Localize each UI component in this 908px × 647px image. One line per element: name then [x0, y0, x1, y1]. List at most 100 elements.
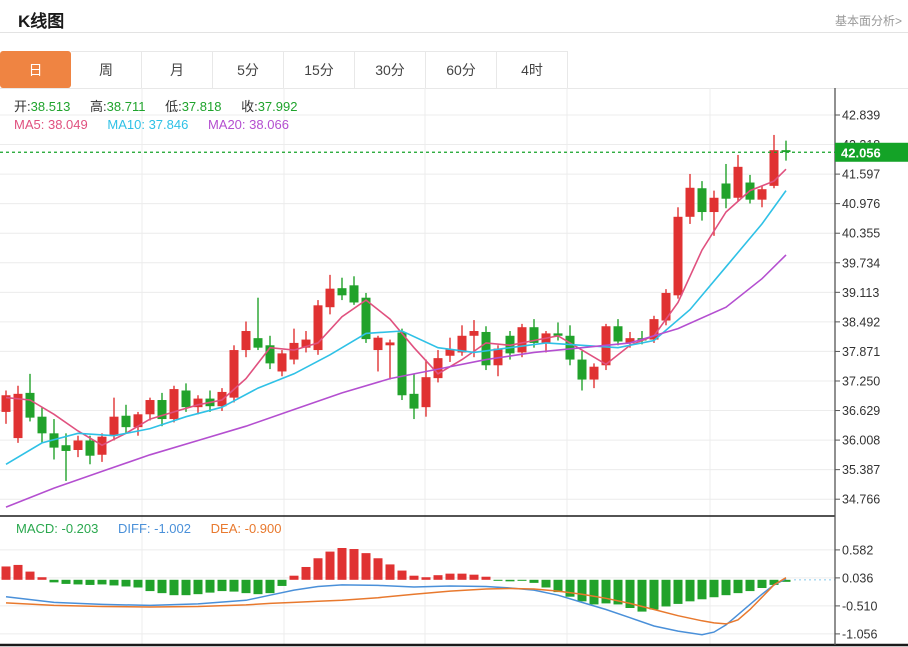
candle-up: [517, 327, 527, 353]
price-axis-label: 39.734: [842, 256, 880, 270]
macd-bar: [97, 579, 107, 585]
open-value: 38.513: [30, 99, 71, 114]
candle-up: [457, 335, 467, 353]
high-value: 38.711: [106, 99, 146, 114]
candle-up: [385, 342, 395, 346]
candle-up: [133, 414, 143, 428]
macd-bar: [481, 576, 491, 580]
candle-up: [673, 216, 683, 296]
price-axis-label: 34.766: [842, 493, 880, 507]
price-axis-label: 39.113: [842, 286, 879, 300]
candle-down: [397, 332, 407, 396]
close-label: 收:: [241, 99, 258, 114]
price-axis-label: 41.597: [842, 168, 880, 182]
ma10-value: 37.846: [148, 117, 189, 132]
dea-label: DEA:: [210, 521, 241, 536]
macd-bar: [589, 579, 599, 605]
macd-bar: [421, 577, 431, 580]
candle-up: [109, 416, 119, 436]
diff-value: -1.002: [154, 521, 192, 536]
macd-bar: [277, 579, 287, 586]
candle-up: [757, 189, 767, 200]
kline-chart-canvas: 42.83942.21841.59740.97640.35539.73439.1…: [0, 88, 908, 647]
macd-bar: [13, 564, 23, 580]
diff-label: DIFF:: [118, 521, 151, 536]
tab-60min[interactable]: 60分: [426, 51, 497, 88]
tab-day[interactable]: 日: [0, 51, 71, 88]
tab-4hour[interactable]: 4时: [497, 51, 568, 88]
macd-bar: [457, 573, 467, 580]
macd-bar: [709, 579, 719, 598]
close-value: 37.992: [257, 99, 298, 114]
macd-bar: [37, 577, 47, 580]
ma20-label: MA20:: [207, 117, 246, 132]
macd-axis-label: -1.056: [842, 627, 877, 641]
current-price-value: 42.056: [841, 145, 881, 160]
candle-up: [661, 292, 671, 321]
candle-up: [229, 350, 239, 398]
candle-up: [373, 337, 383, 351]
macd-bar: [517, 579, 527, 581]
tab-15min[interactable]: 15分: [284, 51, 355, 88]
tab-30min[interactable]: 30分: [355, 51, 426, 88]
macd-bar: [253, 579, 263, 595]
ma20-line: [5, 254, 787, 508]
candle-down: [613, 326, 623, 342]
candle-up: [685, 187, 695, 217]
macd-bar: [289, 575, 299, 580]
macd-axis-label: -0.510: [842, 599, 877, 613]
tab-5min[interactable]: 5分: [213, 51, 284, 88]
title-divider: [0, 32, 908, 33]
candle-down: [577, 359, 587, 380]
macd-bar: [121, 579, 131, 587]
macd-bar: [193, 579, 203, 595]
macd-bar: [445, 573, 455, 580]
macd-bar: [181, 579, 191, 596]
ma20-value: 38.066: [249, 117, 289, 132]
candle-up: [169, 389, 179, 420]
macd-bar: [625, 579, 635, 609]
candle-up: [589, 366, 599, 380]
macd-bar: [73, 579, 83, 585]
candle-down: [349, 285, 359, 303]
fundamental-analysis-link[interactable]: 基本面分析>: [834, 14, 902, 28]
candle-down: [781, 150, 791, 153]
macd-bar: [469, 574, 479, 580]
macd-bar: [349, 549, 359, 580]
macd-axis-label: 0.582: [842, 543, 873, 557]
macd-bar: [133, 579, 143, 588]
candle-up: [445, 349, 455, 356]
candle-up: [277, 353, 287, 372]
candle-down: [481, 331, 491, 366]
macd-bar: [337, 548, 347, 580]
macd-bar: [409, 575, 419, 580]
macd-bar: [433, 575, 443, 580]
candle-up: [649, 319, 659, 340]
macd-bar: [265, 579, 275, 594]
macd-bar: [637, 579, 647, 612]
macd-bar: [25, 571, 35, 580]
macd-bar: [325, 551, 335, 580]
macd-bar: [613, 579, 623, 605]
macd-bar: [157, 579, 167, 594]
candle-down: [409, 393, 419, 409]
macd-axis-label: 0.036: [842, 571, 873, 585]
candle-down: [181, 390, 191, 408]
macd-bar: [493, 579, 503, 581]
tab-month[interactable]: 月: [142, 51, 213, 88]
ma5-value: 38.049: [47, 117, 88, 132]
candle-down: [697, 188, 707, 213]
candle-down: [37, 416, 47, 434]
low-value: 37.818: [181, 99, 222, 114]
candle-down: [565, 335, 575, 360]
tab-week[interactable]: 周: [71, 51, 142, 88]
macd-bar: [553, 579, 563, 593]
candle-down: [529, 327, 539, 343]
macd-bar: [649, 579, 659, 610]
price-axis-label: 37.871: [842, 345, 880, 359]
candle-up: [421, 377, 431, 408]
macd-bar: [1, 566, 11, 580]
macd-bar: [361, 553, 371, 580]
macd-bar: [541, 579, 551, 588]
candle-down: [721, 183, 731, 199]
